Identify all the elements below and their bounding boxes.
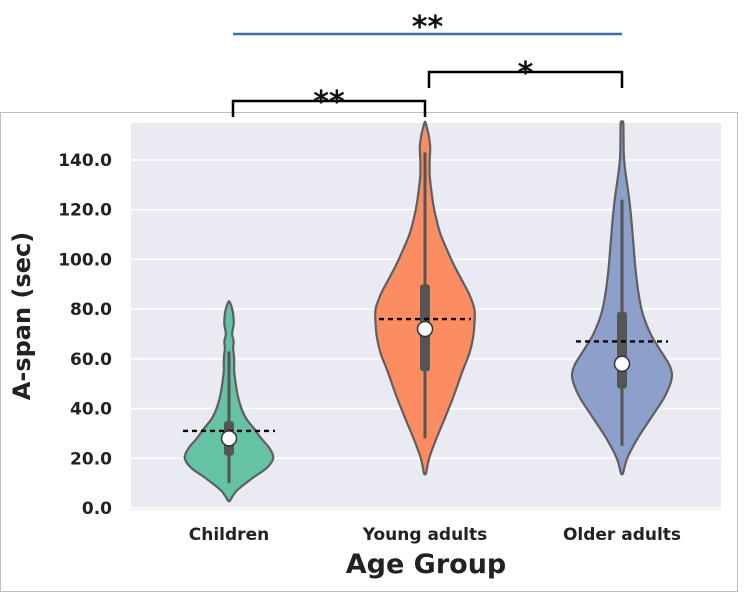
y-tick-label: 140.0: [58, 151, 112, 171]
y-tick-label: 120.0: [58, 201, 112, 221]
x-tick-label: Young adults: [362, 525, 488, 545]
median-marker: [613, 355, 631, 373]
median-marker: [416, 320, 434, 338]
y-axis-title: A-span (sec): [8, 232, 36, 400]
y-tick-label: 100.0: [58, 250, 112, 270]
y-tick-label: 80.0: [70, 300, 112, 320]
x-tick-label: Children: [189, 525, 269, 545]
y-tick-label: 20.0: [70, 449, 112, 469]
violins: [183, 120, 674, 503]
iqr-box: [617, 311, 627, 389]
x-axis-title: Age Group: [346, 549, 507, 580]
significance-bracket: [427, 70, 624, 88]
y-tick-labels: 0.0 20.0 40.0 60.0 80.0 100.0 120.0 140.0: [58, 151, 112, 519]
x-tick-label: Older adults: [563, 525, 681, 545]
significance-bracket: [231, 99, 427, 117]
y-tick-label: 60.0: [70, 350, 112, 370]
significance-label: **: [412, 10, 444, 45]
x-tick-labels: Children Young adults Older adults: [189, 525, 681, 545]
significance-label: **: [313, 85, 345, 120]
y-tick-label: 0.0: [82, 499, 112, 519]
median-marker: [220, 430, 238, 447]
significance-label: *: [518, 56, 534, 91]
y-tick-label: 40.0: [70, 400, 112, 420]
significance-brackets: *****: [231, 10, 624, 120]
